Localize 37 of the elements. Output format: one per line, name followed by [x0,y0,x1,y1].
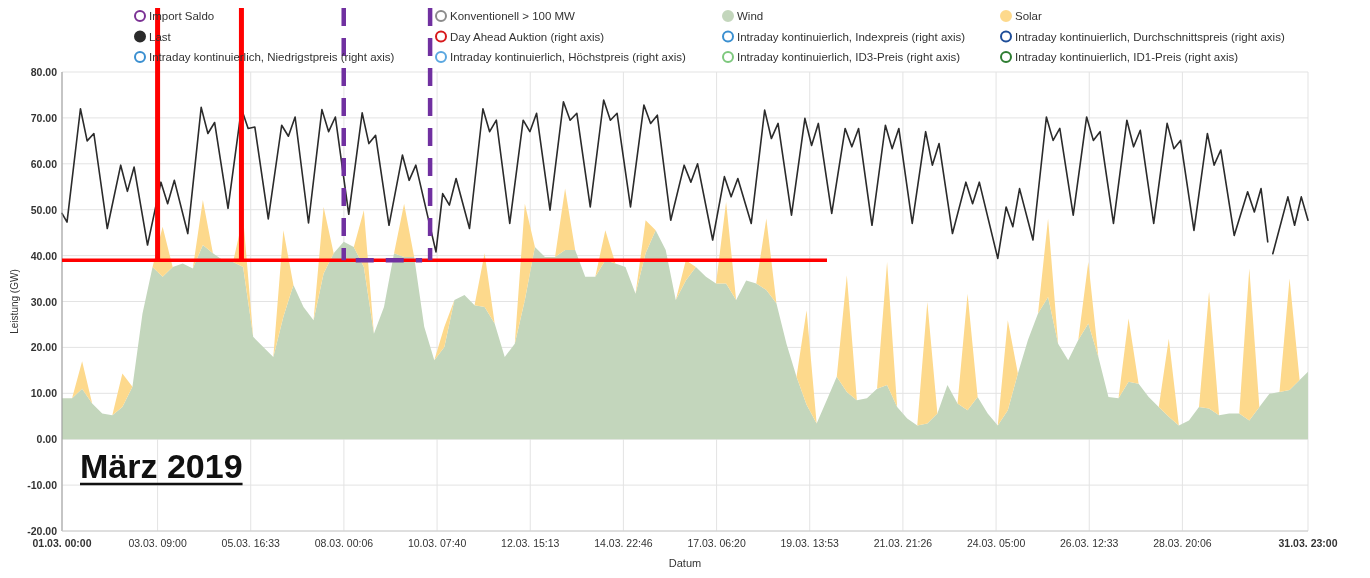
legend-label: Konventionell > 100 MW [450,10,576,22]
legend-label: Solar [1015,10,1043,22]
y-tick-label: 0.00 [36,433,58,446]
y-tick-label: 30.00 [30,295,58,308]
x-tick-label: 12.03. 15:13 [501,537,560,549]
x-tick-label: 21.03. 21:26 [873,537,933,549]
y-tick-label: 40.00 [30,249,58,262]
y-tick-label: 80.00 [30,66,58,78]
x-tick-label: 17.03. 06:20 [687,537,746,549]
y-tick-label: -10.00 [27,479,58,492]
x-tick-label: 24.03. 05:00 [966,537,1026,549]
legend-label: Intraday kontinuierlich, ID1-Preis (right axis) [1015,51,1239,63]
x-axis-title: Datum [668,557,702,569]
x-tick-label: 01.03. 00:00 [32,537,92,549]
x-tick-label: 03.03. 09:00 [128,537,187,549]
y-tick-label: 10.00 [30,387,58,400]
annotation: März 2019 [80,447,243,485]
y-tick-label: 60.00 [30,157,58,170]
x-tick-label: 26.03. 12:33 [1060,537,1119,549]
legend-label: Day Ahead Auktion (right axis) [450,30,605,43]
x-tick-label: 31.03. 23:00 [1278,537,1338,549]
x-tick-label: 05.03. 16:33 [221,537,281,549]
legend-label: Intraday kontinuierlich, Durchschnittspreis (right axis) [1015,30,1285,43]
y-tick-label: -20.00 [27,525,58,537]
y-tick-label: 20.00 [30,341,58,354]
x-tick-label: 14.03. 22:46 [594,537,653,549]
legend-label: Intraday kontinuierlich, ID3-Preis (right axis) [737,51,961,63]
x-tick-label: 08.03. 00:06 [314,537,374,549]
legend-label: Intraday kontinuierlich, Höchstpreis (right axis) [450,51,687,63]
x-tick-label: 28.03. 20:06 [1153,537,1212,549]
legend-label: Intraday kontinuierlich, Indexpreis (right axis) [737,30,966,43]
legend-label: Wind [737,10,764,22]
x-tick-label: 19.03. 13:53 [780,537,840,549]
y-tick-label: 70.00 [30,111,58,124]
y-tick-label: 50.00 [30,203,58,216]
y-axis-title: Leistung (GW) [9,269,20,334]
x-tick-label: 10.03. 07:40 [407,537,467,549]
